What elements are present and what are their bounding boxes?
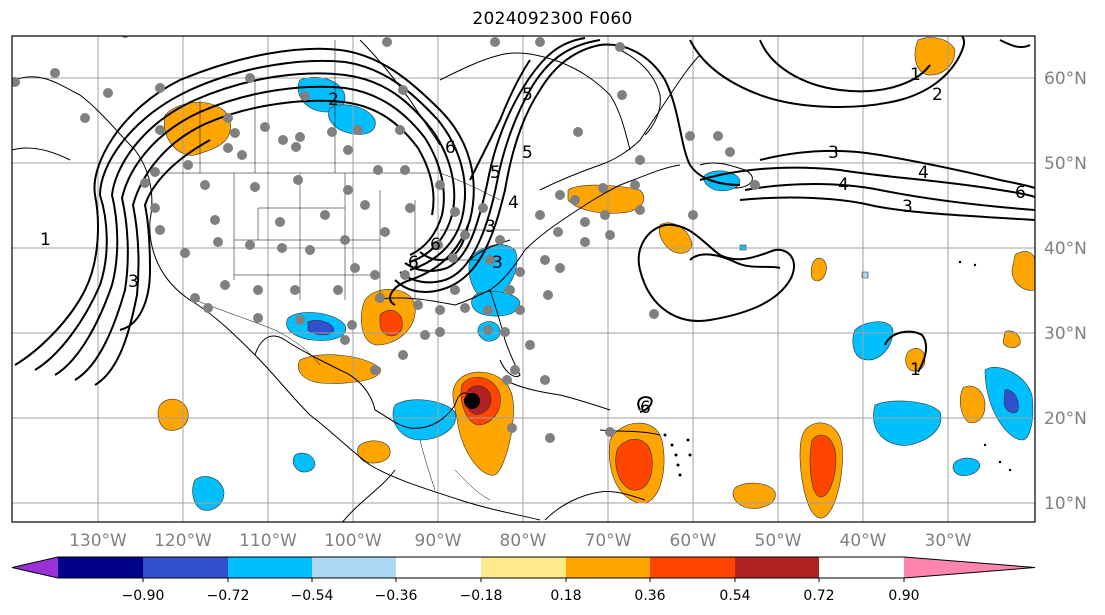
colorbar [11,556,1036,582]
contour-label: 1 [910,360,921,380]
lon-label: 110°W [239,531,297,551]
contour-label: 3 [828,143,839,163]
colorbar-segment [481,557,566,578]
lon-label: 80°W [500,531,547,551]
storm-center-marker [464,393,480,409]
contour-label: 4 [838,175,849,195]
lon-label: 30°W [925,531,972,551]
station-markers [12,36,760,443]
colorbar-tick-label: −0.18 [460,588,503,604]
lat-label: 20°N [1044,409,1087,429]
contour-label: 3 [902,197,913,217]
contour-label: 2 [932,85,943,105]
latitude-labels: 60°N 50°N 40°N 30°N 20°N 10°N [1044,69,1087,514]
colorbar-segment [58,557,143,578]
colorbar-extend-max [904,557,1035,578]
caribbean-islands [663,260,1012,477]
colorbar-tick-label: 0.72 [803,588,834,604]
contour-label: 4 [918,163,929,183]
colorbar-tick-label: 0.54 [719,588,750,604]
contour-label: 5 [522,85,533,105]
lat-label: 60°N [1044,69,1087,89]
contour-label: 5 [522,143,533,163]
lon-label: 70°W [585,531,632,551]
colorbar-segment [396,557,481,578]
colorbar-tick-label: 0.90 [888,588,919,604]
lon-label: 130°W [69,531,127,551]
colorbar-tick-label: −0.72 [207,588,250,604]
contour-label: 1 [910,65,921,85]
map-border [11,35,1036,523]
lon-label: 50°W [755,531,802,551]
contour-label: 5 [490,163,501,183]
contour-label: 6 [640,398,651,418]
colorbar-tick-label: −0.90 [122,588,165,604]
colorbar-ticks: −0.90 −0.72 −0.54 −0.36 −0.18 0.18 0.36 … [122,588,920,604]
lon-label: 90°W [415,531,462,551]
coastlines [12,39,753,522]
colorbar-tick-label: −0.36 [375,588,418,604]
map-title: 2024092300 F060 [472,9,633,29]
colorbar-tick-label: 0.36 [634,588,665,604]
lat-label: 10°N [1044,494,1087,514]
colorbar-segment [566,557,650,578]
contour-label: 3 [485,217,496,237]
colorbar-extend-min [12,557,58,578]
contour-label: 6 [445,138,456,158]
lon-label: 60°W [670,531,717,551]
contour-label: 2 [328,90,339,110]
colorbar-segment [312,557,396,578]
contour-label: 1 [40,230,51,250]
contour-label: 6 [1015,183,1026,203]
colorbar-segment [650,557,735,578]
contour-label: 6 [430,235,441,255]
graticule [12,36,1035,522]
contour-label: 3 [492,253,503,273]
colorbar-outline [11,556,1036,579]
lon-label: 40°W [840,531,887,551]
lon-label: 120°W [154,531,212,551]
lon-label: 100°W [324,531,382,551]
colorbar-segment [143,557,228,578]
lat-label: 30°N [1044,324,1087,344]
colorbar-segment [228,557,312,578]
contour-label: 4 [508,193,519,213]
contour-label: 6 [408,253,419,273]
longitude-labels: 130°W 120°W 110°W 100°W 90°W 80°W 70°W 6… [69,531,972,551]
positive-anomaly-fields [157,37,1035,519]
colorbar-segment [735,557,819,578]
lat-label: 40°N [1044,239,1087,259]
colorbar-tick-label: 0.18 [550,588,581,604]
colorbar-tick-label: −0.54 [291,588,334,604]
contour-labels: 1 2 3 4 5 6 3 6 1 2 3 4 5 3 6 1 6 6 5 4 … [40,65,1026,418]
contour-label: 3 [128,272,139,292]
lat-label: 50°N [1044,154,1087,174]
